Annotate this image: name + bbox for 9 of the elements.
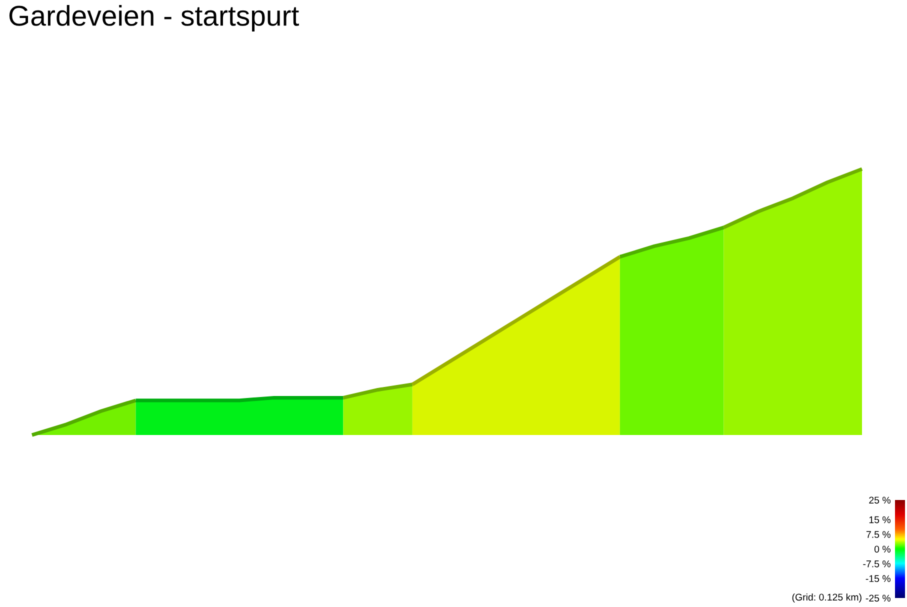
text: (Grid: 0.125 km) [792,593,862,603]
color-bar-label: -25 % [866,594,890,602]
color-bar-label: 0 % [874,546,890,553]
color-bar-label: 25 % [869,496,890,504]
color-bar-label: -15 % [866,575,890,582]
color-bar-label: 7.5 % [866,531,890,538]
color-bar-label: -7.5 % [863,560,890,568]
chart-title: Gardeveien - startspurt [9,5,299,32]
color-bar-label: 15 % [869,516,890,524]
